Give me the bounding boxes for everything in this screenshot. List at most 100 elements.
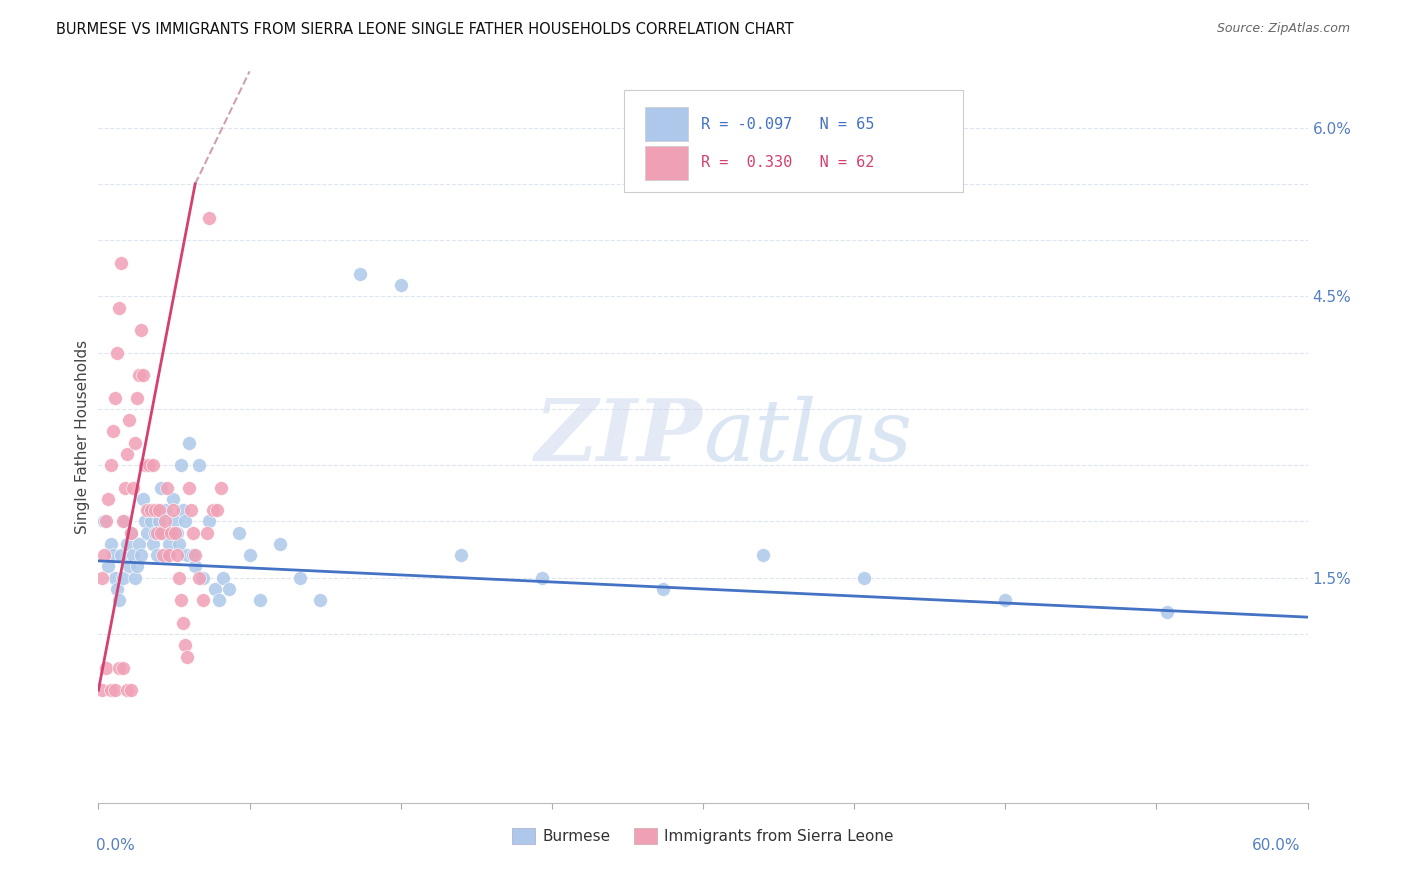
Point — [135, 503, 157, 517]
Point — [103, 571, 125, 585]
Point — [114, 481, 136, 495]
Point — [120, 683, 142, 698]
Point — [149, 525, 172, 540]
Point — [195, 525, 218, 540]
Point — [349, 267, 371, 281]
Text: ZIP: ZIP — [536, 395, 703, 479]
Point — [148, 503, 170, 517]
Point — [152, 525, 174, 540]
Point — [120, 525, 142, 540]
Y-axis label: Single Father Households: Single Father Households — [75, 340, 90, 534]
Point — [110, 548, 132, 562]
Point — [107, 301, 129, 315]
Point — [107, 593, 129, 607]
Point — [107, 661, 129, 675]
Point — [166, 525, 188, 540]
Text: 0.0%: 0.0% — [96, 838, 135, 853]
Point — [143, 503, 166, 517]
Point — [208, 593, 231, 607]
Point — [111, 571, 134, 585]
Point — [174, 638, 197, 652]
Point — [204, 582, 226, 596]
Point — [142, 537, 165, 551]
Point — [96, 661, 118, 675]
Point — [157, 537, 180, 551]
Point — [530, 571, 553, 585]
Point — [156, 481, 179, 495]
Point — [651, 582, 673, 596]
Point — [193, 571, 215, 585]
Point — [209, 481, 232, 495]
Point — [103, 391, 125, 405]
Point — [218, 582, 240, 596]
Point — [121, 548, 143, 562]
Point — [115, 683, 138, 698]
Point — [139, 503, 162, 517]
Point — [121, 481, 143, 495]
Point — [179, 481, 201, 495]
Point — [180, 503, 202, 517]
Point — [132, 368, 155, 383]
Point — [149, 481, 172, 495]
Point — [239, 548, 262, 562]
Point — [174, 515, 197, 529]
Point — [118, 559, 141, 574]
Point — [202, 503, 225, 517]
Point — [752, 548, 775, 562]
Point — [115, 537, 138, 551]
Point — [146, 548, 169, 562]
Point — [93, 548, 115, 562]
Point — [100, 537, 122, 551]
Point — [167, 571, 190, 585]
Point — [142, 458, 165, 473]
Point — [163, 515, 186, 529]
Point — [129, 548, 152, 562]
Point — [128, 368, 150, 383]
Point — [207, 503, 229, 517]
Point — [125, 391, 148, 405]
Bar — [645, 146, 689, 179]
Point — [111, 661, 134, 675]
Bar — [645, 107, 689, 141]
Point — [160, 525, 183, 540]
Point — [111, 515, 134, 529]
Point — [110, 255, 132, 269]
Point — [389, 278, 412, 293]
Point — [129, 323, 152, 337]
Point — [97, 491, 120, 506]
Point — [188, 571, 211, 585]
Point — [450, 548, 472, 562]
Text: R = -0.097   N = 65: R = -0.097 N = 65 — [700, 117, 875, 131]
Point — [139, 515, 162, 529]
Point — [103, 683, 125, 698]
Text: R =  0.330   N = 62: R = 0.330 N = 62 — [700, 155, 875, 170]
Point — [249, 593, 271, 607]
Point — [156, 548, 179, 562]
Point — [114, 515, 136, 529]
Point — [100, 458, 122, 473]
Point — [146, 525, 169, 540]
FancyBboxPatch shape — [624, 90, 963, 192]
Point — [198, 515, 221, 529]
Point — [162, 491, 184, 506]
Point — [148, 515, 170, 529]
Point — [153, 503, 176, 517]
Legend: Burmese, Immigrants from Sierra Leone: Burmese, Immigrants from Sierra Leone — [506, 822, 900, 850]
Point — [172, 615, 194, 630]
Point — [100, 683, 122, 698]
Text: BURMESE VS IMMIGRANTS FROM SIERRA LEONE SINGLE FATHER HOUSEHOLDS CORRELATION CHA: BURMESE VS IMMIGRANTS FROM SIERRA LEONE … — [56, 22, 794, 37]
Point — [166, 548, 188, 562]
Point — [124, 571, 146, 585]
Point — [184, 559, 207, 574]
Point — [105, 345, 128, 359]
Point — [853, 571, 876, 585]
Point — [1156, 605, 1178, 619]
Point — [153, 515, 176, 529]
Point — [172, 503, 194, 517]
Point — [193, 593, 215, 607]
Point — [309, 593, 332, 607]
Point — [269, 537, 291, 551]
Point — [198, 211, 221, 225]
Point — [157, 548, 180, 562]
Point — [101, 425, 124, 439]
